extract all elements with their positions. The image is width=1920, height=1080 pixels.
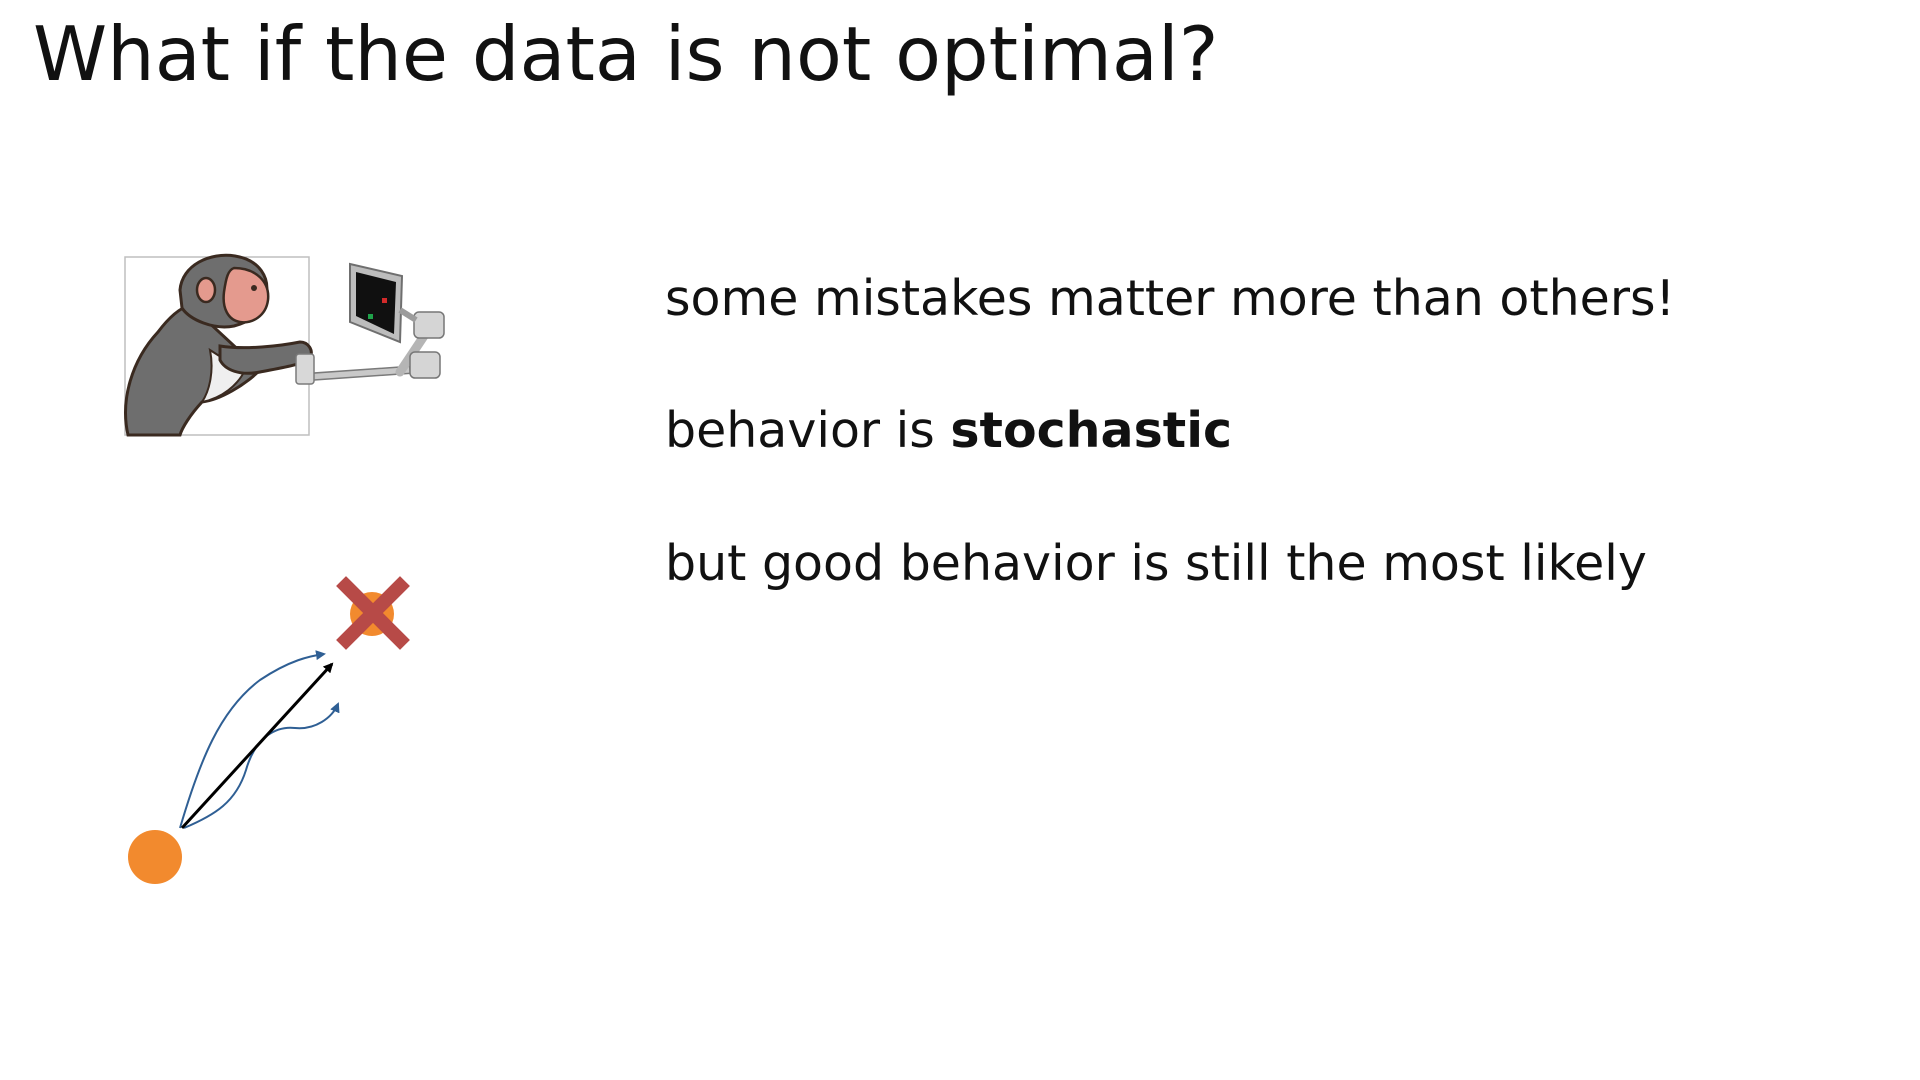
bullet-mistakes: some mistakes matter more than others! bbox=[665, 270, 1675, 329]
bullet-stochastic: behavior is stochastic bbox=[665, 402, 1232, 461]
bullet-stochastic-emphasis: stochastic bbox=[950, 402, 1233, 459]
alternate-path-lower bbox=[183, 702, 340, 829]
joystick-rod bbox=[299, 365, 412, 382]
trajectory-diagram bbox=[128, 576, 410, 884]
linkage-motor-lower bbox=[409, 351, 441, 379]
bullet-good-behavior: but good behavior is still the most like… bbox=[665, 535, 1647, 594]
monkey-ear bbox=[195, 276, 217, 304]
bullet-stochastic-text: behavior is bbox=[665, 402, 951, 459]
optimal-path bbox=[180, 662, 334, 830]
monkey-at-touchscreen-icon bbox=[124, 253, 445, 437]
monkey-eye bbox=[251, 285, 257, 291]
linkage-motor-upper bbox=[413, 311, 445, 339]
bullet-good-behavior-text: but good behavior is still the most like… bbox=[665, 535, 1647, 592]
screen-target-red bbox=[382, 298, 387, 303]
monkey-face bbox=[222, 266, 270, 324]
screen-target-green bbox=[368, 314, 373, 319]
target-x-icon bbox=[336, 576, 410, 650]
slide-title: What if the data is not optimal? bbox=[33, 10, 1219, 98]
monitor-screen bbox=[356, 272, 396, 334]
monitor-stand bbox=[398, 307, 418, 323]
alternate-path-upper bbox=[179, 650, 326, 829]
start-dot-icon bbox=[128, 830, 182, 884]
joystick-grip bbox=[295, 353, 315, 385]
bullet-mistakes-text: some mistakes matter more than others! bbox=[665, 270, 1676, 327]
